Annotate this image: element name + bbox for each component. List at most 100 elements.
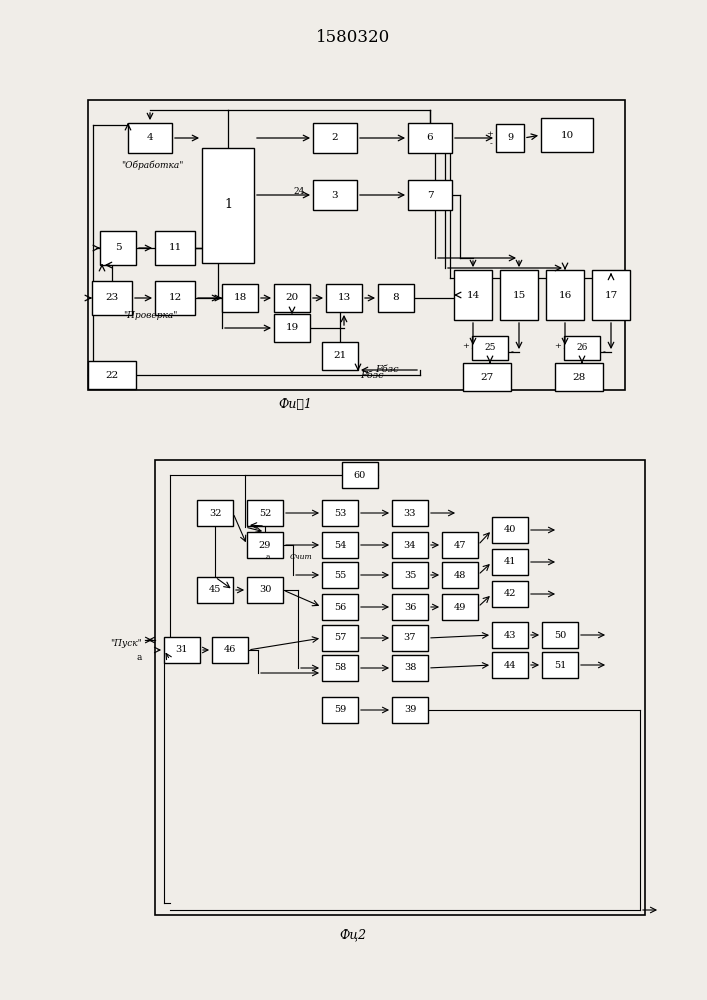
Bar — [408, 123, 452, 153]
Bar — [128, 123, 172, 153]
Text: 51: 51 — [554, 660, 566, 670]
Text: 24: 24 — [293, 188, 305, 196]
Bar — [408, 180, 452, 210]
Text: 45: 45 — [209, 585, 221, 594]
Bar — [100, 231, 136, 265]
Bar — [197, 500, 233, 526]
Text: Счит: Счит — [290, 553, 312, 561]
Bar — [492, 517, 528, 543]
Text: 19: 19 — [286, 324, 298, 332]
Text: 33: 33 — [404, 508, 416, 518]
Text: 37: 37 — [404, 634, 416, 643]
Text: 14: 14 — [467, 290, 479, 300]
Bar — [197, 577, 233, 603]
Text: "Обработка": "Обработка" — [121, 160, 183, 170]
Text: 21: 21 — [334, 352, 346, 360]
Bar — [212, 637, 248, 663]
Text: 60: 60 — [354, 471, 366, 480]
Text: 59: 59 — [334, 706, 346, 714]
Bar — [392, 697, 428, 723]
Bar — [492, 652, 528, 678]
Bar — [392, 594, 428, 620]
Text: 55: 55 — [334, 570, 346, 580]
Text: 12: 12 — [168, 294, 182, 302]
Bar — [342, 462, 378, 488]
Bar — [392, 500, 428, 526]
Bar — [555, 363, 603, 391]
Text: +: + — [462, 342, 469, 350]
Bar — [313, 123, 357, 153]
Text: 38: 38 — [404, 664, 416, 672]
Text: 2: 2 — [332, 133, 339, 142]
Bar — [492, 622, 528, 648]
Text: "Пуск": "Пуск" — [110, 639, 142, 648]
Text: 26: 26 — [576, 344, 588, 353]
Bar — [202, 147, 254, 262]
Bar — [164, 637, 200, 663]
Text: а: а — [266, 553, 270, 561]
Text: Фиѡ1: Фиѡ1 — [278, 398, 312, 412]
Text: 52: 52 — [259, 508, 271, 518]
Bar — [442, 532, 478, 558]
Text: 32: 32 — [209, 508, 221, 518]
Text: 17: 17 — [604, 290, 618, 300]
Bar — [492, 549, 528, 575]
Text: 57: 57 — [334, 634, 346, 643]
Text: 13: 13 — [337, 294, 351, 302]
Text: 22: 22 — [105, 370, 119, 379]
Bar — [322, 342, 358, 370]
Text: 4: 4 — [146, 133, 153, 142]
Text: 23: 23 — [105, 294, 119, 302]
Text: Фц2: Фц2 — [339, 928, 366, 942]
Text: 42: 42 — [504, 589, 516, 598]
Bar — [500, 270, 538, 320]
Text: 11: 11 — [168, 243, 182, 252]
Text: 50: 50 — [554, 631, 566, 640]
Text: 46: 46 — [224, 646, 236, 654]
Text: 10: 10 — [561, 130, 573, 139]
Bar — [247, 532, 283, 558]
Bar — [542, 622, 578, 648]
Text: 30: 30 — [259, 585, 271, 594]
Text: -: - — [490, 140, 493, 148]
Text: 9: 9 — [507, 133, 513, 142]
Text: 16: 16 — [559, 290, 572, 300]
Bar — [326, 284, 362, 312]
Text: 29: 29 — [259, 540, 271, 550]
Text: 48: 48 — [454, 570, 466, 580]
Bar — [472, 336, 508, 360]
Bar — [322, 594, 358, 620]
Bar — [541, 118, 593, 152]
Bar — [155, 231, 195, 265]
Bar — [274, 314, 310, 342]
Bar — [392, 655, 428, 681]
Text: 49: 49 — [454, 602, 466, 611]
Text: +: + — [554, 342, 561, 350]
Text: -: - — [603, 348, 606, 356]
Text: 39: 39 — [404, 706, 416, 714]
Bar — [313, 180, 357, 210]
Bar — [392, 625, 428, 651]
Text: 7: 7 — [427, 190, 433, 200]
Bar — [463, 363, 511, 391]
Bar — [442, 562, 478, 588]
Text: 35: 35 — [404, 570, 416, 580]
Text: 31: 31 — [176, 646, 188, 654]
Text: 15: 15 — [513, 290, 525, 300]
Bar — [274, 284, 310, 312]
Text: -: - — [511, 348, 514, 356]
Bar — [378, 284, 414, 312]
Bar — [92, 281, 132, 315]
Text: Fбзс: Fбзс — [375, 365, 399, 374]
Text: 41: 41 — [504, 558, 516, 566]
Bar — [322, 655, 358, 681]
Text: 1: 1 — [224, 198, 232, 212]
Bar — [88, 100, 625, 390]
Text: 25: 25 — [484, 344, 496, 353]
Bar — [247, 500, 283, 526]
Text: Fбзс: Fбзс — [360, 370, 384, 379]
Bar — [454, 270, 492, 320]
Bar — [247, 577, 283, 603]
Bar — [322, 532, 358, 558]
Text: 53: 53 — [334, 508, 346, 518]
